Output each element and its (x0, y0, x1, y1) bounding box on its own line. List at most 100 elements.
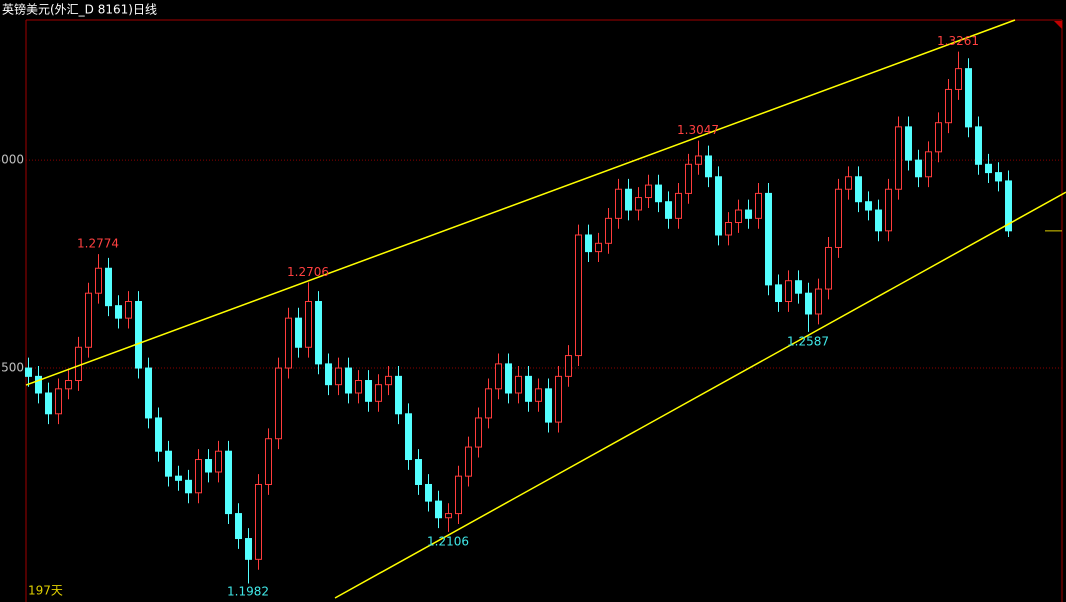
candle-body (105, 267, 112, 307)
extreme-label: 1.2774 (77, 237, 119, 251)
candle-body (745, 209, 752, 219)
y-tick-label: 1.2500 (0, 361, 24, 375)
candle-body (195, 459, 202, 494)
candle-body (905, 126, 912, 161)
candle-body (505, 363, 512, 394)
candle-body (545, 388, 552, 423)
candle-body (415, 459, 422, 485)
candle-body (665, 201, 672, 219)
candle-body (455, 475, 462, 515)
candle-body (145, 367, 152, 419)
candle-body (165, 450, 172, 477)
candle-body (575, 234, 582, 357)
candle-body (285, 317, 292, 369)
candle-body (625, 188, 632, 211)
candle-body (955, 68, 962, 90)
candle-body (155, 417, 162, 452)
candle-body (125, 301, 132, 319)
candle-body (595, 242, 602, 253)
candle-body (945, 88, 952, 124)
candle-body (55, 388, 62, 415)
candle-body (335, 367, 342, 386)
trend-line (25, 19, 1016, 386)
candle-body (65, 380, 72, 390)
candle-body (785, 280, 792, 303)
candle-body (865, 201, 872, 211)
candle-body (645, 184, 652, 199)
candle-body (915, 159, 922, 178)
extreme-label: 1.2587 (787, 334, 829, 348)
candle-body (35, 375, 42, 394)
candle-body (245, 538, 252, 560)
candle-body (25, 367, 32, 377)
candle-body (825, 246, 832, 290)
candle-body (685, 163, 692, 194)
candle-body (635, 197, 642, 211)
candle-body (115, 305, 122, 319)
candle-body (275, 367, 282, 440)
candle-body (435, 500, 442, 519)
candle-body (225, 450, 232, 515)
candle-body (555, 375, 562, 423)
candle-body (845, 176, 852, 190)
candle-body (395, 375, 402, 415)
candle-body (345, 367, 352, 394)
candle-body (495, 363, 502, 390)
candle-body (735, 209, 742, 224)
period-label: 197天 (28, 584, 63, 598)
candle-body (355, 380, 362, 394)
candle-body (365, 380, 372, 402)
candle-body (375, 384, 382, 402)
candle-body (425, 483, 432, 502)
candle-body (475, 417, 482, 448)
candle-body (725, 222, 732, 236)
candle-body (815, 288, 822, 315)
candle-body (95, 267, 102, 294)
candle-body (325, 363, 332, 386)
candle-body (265, 438, 272, 485)
candle-body (135, 301, 142, 369)
candle-body (855, 176, 862, 203)
extreme-label: 1.2706 (287, 265, 329, 279)
candle-body (995, 172, 1002, 182)
candle-body (85, 292, 92, 348)
candle-body (75, 346, 82, 382)
extreme-label: 1.3047 (677, 123, 719, 137)
candle-body (485, 388, 492, 419)
candle-body (895, 126, 902, 190)
candle-body (1005, 180, 1012, 232)
candle-body (715, 176, 722, 236)
candle-body (695, 155, 702, 165)
candle-body (515, 375, 522, 394)
candle-body (605, 217, 612, 244)
candle-body (765, 192, 772, 286)
candle-body (465, 446, 472, 477)
candle-body (205, 459, 212, 473)
candle-body (215, 450, 222, 473)
candle-body (965, 68, 972, 128)
candle-body (445, 513, 452, 519)
candle-body (775, 284, 782, 303)
extreme-label: 1.2106 (427, 534, 469, 548)
candle-body (885, 188, 892, 232)
candle-body (535, 388, 542, 402)
candle-body (875, 209, 882, 232)
candle-body (925, 151, 932, 178)
candle-body (985, 163, 992, 174)
candle-body (655, 184, 662, 203)
candle-body (175, 475, 182, 481)
candle-body (615, 188, 622, 219)
candle-body (565, 355, 572, 377)
candle-body (185, 479, 192, 494)
candle-body (585, 234, 592, 253)
candle-body (385, 375, 392, 386)
candle-body (405, 413, 412, 461)
candle-body (255, 483, 262, 560)
extreme-label: 1.1982 (227, 585, 269, 599)
candle-body (705, 155, 712, 178)
candle-body (755, 192, 762, 219)
candle-body (675, 192, 682, 219)
candle-body (305, 301, 312, 348)
corner-marker (1054, 21, 1062, 29)
